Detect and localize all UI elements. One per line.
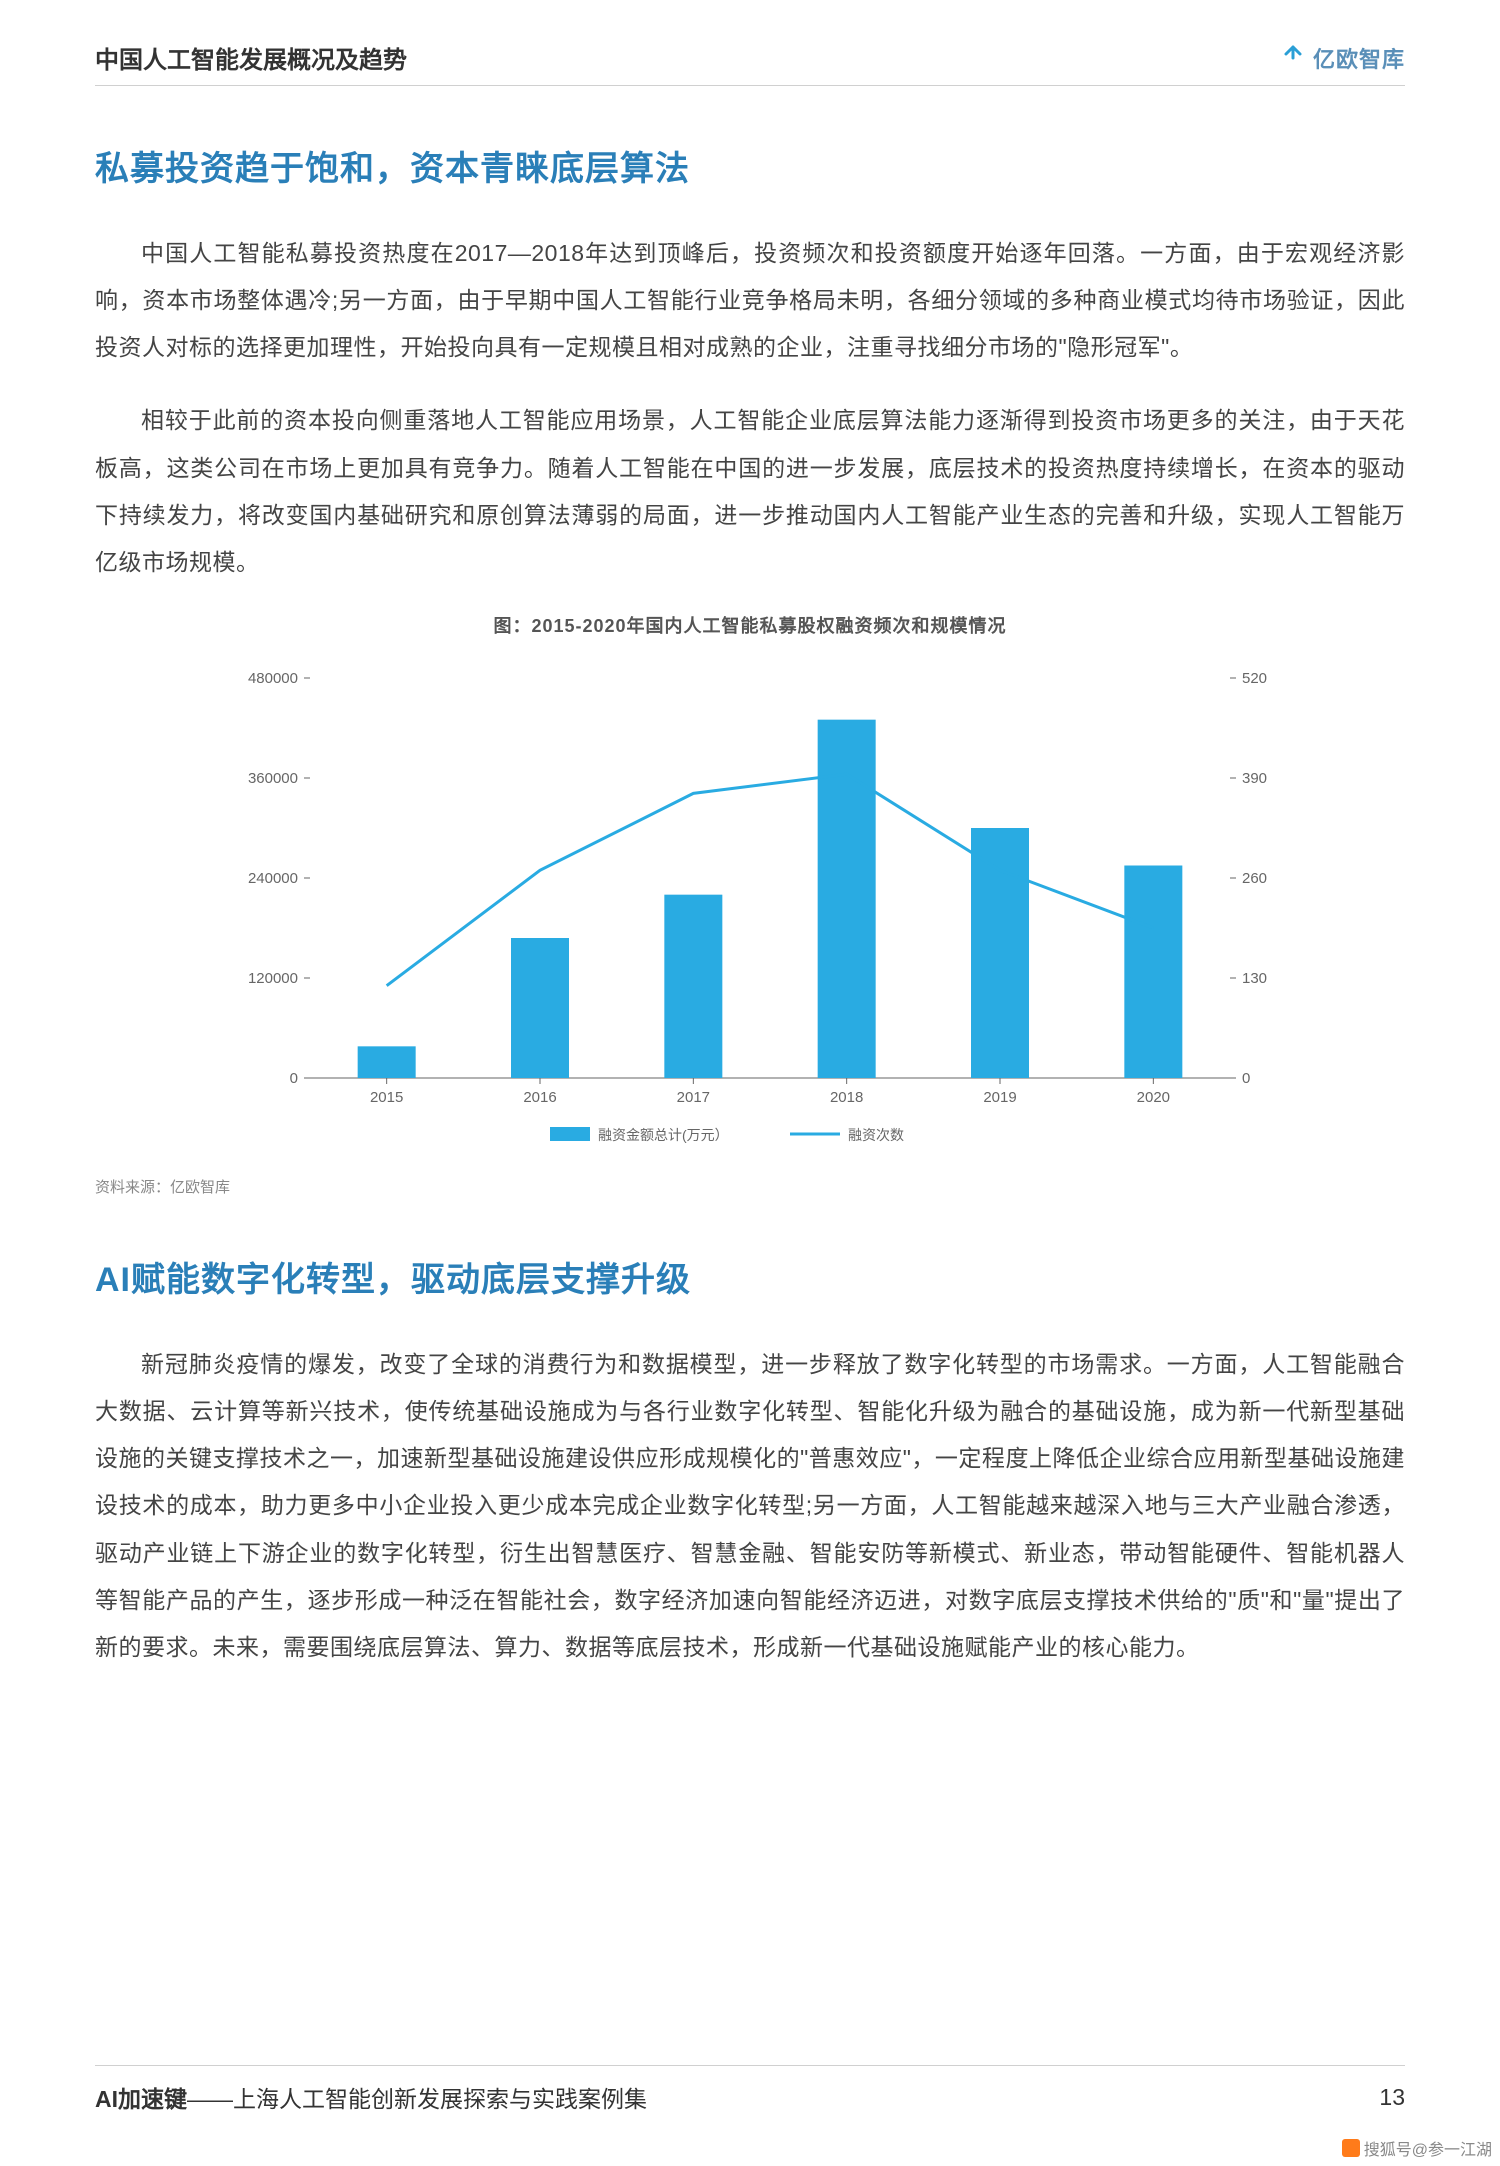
svg-text:120000: 120000: [248, 970, 298, 987]
svg-text:0: 0: [1242, 1070, 1250, 1087]
chart-container: 0 120000 240000 360000 480000 0 130 260 390 520 20…: [200, 658, 1300, 1158]
footer-bold: AI加速键: [95, 2086, 187, 2112]
svg-text:0: 0: [290, 1070, 298, 1087]
svg-text:390: 390: [1242, 770, 1267, 787]
svg-text:2019: 2019: [983, 1089, 1016, 1106]
svg-text:融资金额总计(万元）: 融资金额总计(万元）: [598, 1127, 729, 1143]
watermark: 搜狐号@参一江湖: [1342, 2136, 1492, 2160]
svg-text:2020: 2020: [1137, 1089, 1170, 1106]
page-number: 13: [1379, 2084, 1405, 2111]
svg-text:480000: 480000: [248, 670, 298, 687]
svg-text:2017: 2017: [677, 1089, 710, 1106]
chart-source: 资料来源：亿欧智库: [95, 1176, 1405, 1197]
svg-text:520: 520: [1242, 670, 1267, 687]
page-header: 中国人工智能发展概况及趋势 亿欧智库: [95, 40, 1405, 86]
sohu-icon: [1342, 2139, 1360, 2157]
page-footer: AI加速键——上海人工智能创新发展探索与实践案例集 13: [95, 2065, 1405, 2114]
section1-para2: 相较于此前的资本投向侧重落地人工智能应用场景，人工智能企业底层算法能力逐渐得到投…: [95, 397, 1405, 586]
chart-title: 图：2015-2020年国内人工智能私募股权融资频次和规模情况: [95, 612, 1405, 638]
section2-title: AI赋能数字化转型，驱动底层支撑升级: [95, 1252, 1405, 1301]
svg-text:2016: 2016: [523, 1089, 556, 1106]
combo-chart: 0 120000 240000 360000 480000 0 130 260 390 520 20…: [200, 658, 1300, 1158]
watermark-text: 搜狐号@参一江湖: [1364, 2136, 1492, 2160]
logo-icon: [1279, 44, 1307, 72]
header-title: 中国人工智能发展概况及趋势: [95, 40, 407, 75]
svg-text:360000: 360000: [248, 770, 298, 787]
section2-para1: 新冠肺炎疫情的爆发，改变了全球的消费行为和数据模型，进一步释放了数字化转型的市场…: [95, 1341, 1405, 1671]
section1-title: 私募投资趋于饱和，资本青睐底层算法: [95, 141, 1405, 190]
svg-text:2018: 2018: [830, 1089, 863, 1106]
svg-text:融资次数: 融资次数: [848, 1127, 904, 1143]
section1-para1: 中国人工智能私募投资热度在2017—2018年达到顶峰后，投资频次和投资额度开始…: [95, 230, 1405, 371]
svg-text:260: 260: [1242, 870, 1267, 887]
footer-left: AI加速键——上海人工智能创新发展探索与实践案例集: [95, 2080, 647, 2114]
logo-text: 亿欧智库: [1313, 42, 1405, 74]
svg-text:2015: 2015: [370, 1089, 403, 1106]
svg-text:130: 130: [1242, 970, 1267, 987]
footer-rest: ——上海人工智能创新发展探索与实践案例集: [187, 2086, 647, 2112]
svg-text:240000: 240000: [248, 870, 298, 887]
brand-logo: 亿欧智库: [1279, 42, 1405, 74]
